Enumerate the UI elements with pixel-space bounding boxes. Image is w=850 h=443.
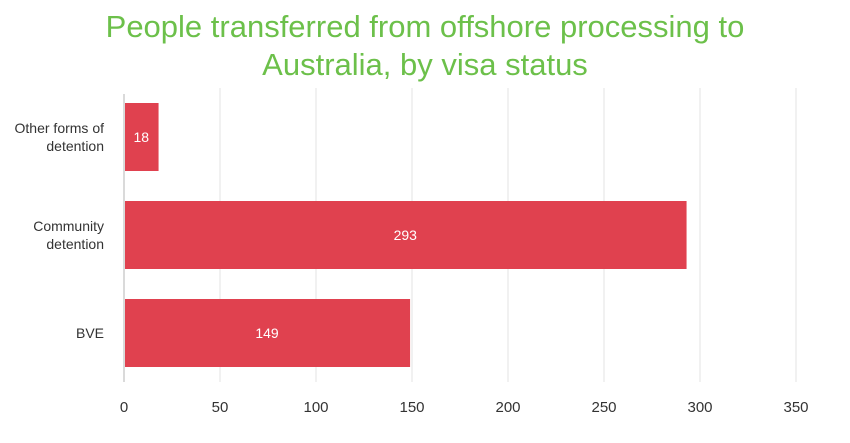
data-label: 149: [255, 325, 279, 341]
x-tick-label: 150: [399, 399, 424, 416]
category-label-line: BVE: [76, 325, 104, 341]
category-label-line: Community: [33, 218, 104, 234]
x-tick-label: 0: [120, 399, 128, 416]
category-label-line: Other forms of: [15, 120, 105, 136]
chart-title-line-2: Australia, by visa status: [262, 47, 588, 82]
data-label: 18: [133, 129, 149, 145]
x-tick-label: 300: [687, 399, 712, 416]
bar: [125, 201, 687, 269]
category-label-line: detention: [46, 138, 104, 154]
x-tick-label: 350: [783, 399, 808, 416]
bar: [125, 103, 159, 171]
category-label: BVE: [76, 325, 104, 341]
category-label: Community detention: [33, 218, 104, 252]
category-label: Other forms of detention: [15, 120, 105, 154]
x-tick-label: 250: [591, 399, 616, 416]
bar: [125, 299, 411, 367]
x-tick-label: 200: [495, 399, 520, 416]
data-label: 293: [394, 227, 418, 243]
category-label-line: detention: [46, 236, 104, 252]
chart-title: People transferred from offshore process…: [0, 8, 850, 84]
chart-title-line-1: People transferred from offshore process…: [105, 9, 745, 44]
x-tick-label: 100: [303, 399, 328, 416]
x-tick-label: 50: [212, 399, 229, 416]
